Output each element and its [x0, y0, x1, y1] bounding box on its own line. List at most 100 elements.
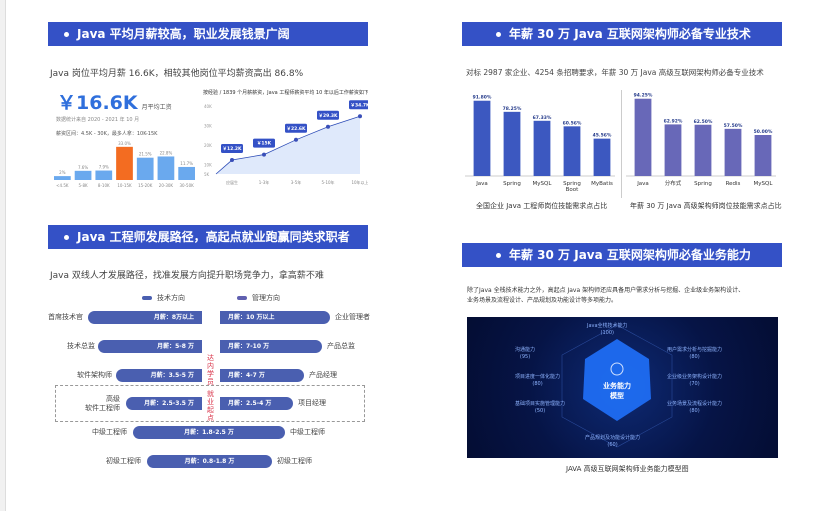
- bar-label: 22.8%: [160, 150, 173, 155]
- role-left: 高级 软件工程师: [85, 395, 120, 412]
- trainee-label: 达内学员: [207, 354, 214, 386]
- section-header-tech: 年薪 30 万 Java 互联网架构师必备专业技术: [462, 22, 782, 46]
- x-tick-label: 30-50K: [180, 183, 195, 188]
- x-tick-label: Spring: [694, 181, 712, 187]
- salary-bar-shared: 月薪：0.8-1.8 万: [147, 455, 272, 468]
- section-header-career: Java 工程师发展路径，高起点就业跑赢同类求职者: [48, 225, 368, 249]
- x-tick-label: 10年以上: [351, 179, 368, 185]
- bar: [136, 157, 154, 180]
- bar: [503, 111, 521, 176]
- y-tick-label: 40K: [204, 104, 212, 109]
- role-left: 中级工程师: [92, 428, 127, 436]
- skill-score: (100): [600, 330, 614, 336]
- legend-tech-label: 技术方向: [157, 294, 185, 302]
- page-edge: [0, 0, 6, 511]
- bar: [634, 98, 652, 176]
- data-label: ￥12.2K: [222, 146, 242, 152]
- skill-name: 沟通能力: [515, 347, 536, 353]
- section-subtitle: Java 双线人才发展路径，找准发展方向提升职场竞争力，拿高薪不难: [50, 271, 324, 281]
- y-tick-label: 30K: [204, 123, 212, 128]
- section-header-salary: Java 平均月薪较高，职业发展钱景广阔: [48, 22, 368, 46]
- data-point: [294, 137, 298, 142]
- bar: [664, 124, 682, 176]
- x-tick-label: MyBatis: [591, 181, 613, 187]
- role-right: 企业管理者: [335, 313, 370, 321]
- data-label-bg: [285, 123, 307, 133]
- series-line: [215, 115, 361, 175]
- data-label: ￥29.3K: [318, 113, 338, 119]
- bar: [724, 128, 742, 176]
- bar-label: 7.6%: [78, 165, 88, 170]
- x-tick-label: <4.5K: [56, 183, 69, 188]
- x-tick-label: Java: [475, 181, 488, 187]
- skill-score: (70): [689, 381, 700, 387]
- x-tick-label: Boot: [566, 187, 580, 193]
- bar-label: 11.7%: [180, 161, 193, 166]
- x-tick-label: 分布式: [665, 179, 682, 187]
- bar-label: 2%: [59, 170, 66, 175]
- x-tick-label: MySQL: [533, 181, 553, 187]
- role-left: 技术总监: [67, 342, 95, 350]
- bar-label: 50.00%: [754, 129, 773, 135]
- model-center-label: 业务能力 模型: [603, 382, 631, 400]
- x-tick-label: 5-10年: [321, 179, 334, 185]
- x-tick-label: 3-5年: [291, 179, 302, 185]
- data-label-bg: [349, 100, 368, 110]
- salary-bar-tech: 月薪：8万以上: [88, 311, 202, 324]
- skill-score: (80): [689, 354, 700, 360]
- salary-bar-tech: 月薪：2.5-3.5 万: [126, 397, 202, 410]
- bar: [473, 100, 491, 176]
- y-tick-label: 10K: [204, 162, 212, 167]
- data-label: ￥34.7K: [350, 102, 368, 108]
- area-fill: [216, 116, 360, 174]
- bar: [533, 120, 551, 176]
- data-note: 数据统计来自 2020 - 2021 年 10 月: [56, 117, 140, 123]
- skill-score: (95): [519, 354, 531, 360]
- hexagon-graphic: [561, 324, 673, 448]
- intro-line-1: 除了Java 全栈技术能力之外，高起点 Java 架构师还应具备用户需求分析与挖…: [467, 287, 745, 294]
- data-label-bg: [317, 110, 339, 120]
- bar: [74, 170, 92, 180]
- x-tick-label: 10-15K: [117, 183, 132, 188]
- data-point: [326, 124, 330, 129]
- bullet-icon: [496, 253, 501, 258]
- salary-bar-mgmt: 月薪：2.5-4 万: [220, 397, 293, 410]
- bar-label: 62.92%: [664, 118, 683, 124]
- y-tick-label: 5K: [204, 172, 210, 177]
- caption-left: 全国企业 Java 工程师岗位技能需求点占比: [476, 202, 608, 210]
- legend-mgmt-swatch: [237, 296, 247, 300]
- bar-label: 57.50%: [724, 123, 743, 129]
- data-label: ￥22.6K: [286, 126, 306, 132]
- bar-label: 62.50%: [694, 119, 713, 125]
- bar-label: 21.5%: [139, 152, 152, 157]
- section-header-business: 年薪 30 万 Java 互联网架构师必备业务能力: [462, 243, 782, 267]
- x-tick-label: MySQL: [754, 181, 774, 187]
- header-text: Java 工程师发展路径，高起点就业跑赢同类求职者: [77, 230, 350, 244]
- salary-bar-shared: 月薪：1.8-2.5 万: [133, 426, 285, 439]
- bar: [54, 176, 71, 180]
- role-right: 项目经理: [298, 399, 326, 407]
- legend-tech-swatch: [142, 296, 152, 300]
- header-text: Java 平均月薪较高，职业发展钱景广阔: [77, 27, 290, 41]
- skills-chart-senior: 94.25% Java 62.92% 分布式 62.50% Spring 57.50% Red…: [626, 93, 776, 187]
- role-left: 首席技术官: [48, 313, 83, 321]
- skill-name: 业务场景及流程设计能力: [667, 401, 723, 407]
- x-tick-label: Spring: [563, 181, 581, 187]
- role-right: 产品经理: [309, 371, 337, 379]
- skill-name: 项目进度一体化能力: [515, 374, 561, 380]
- x-tick-label: 15-20K: [138, 183, 153, 188]
- header-text: 年薪 30 万 Java 互联网架构师必备业务能力: [509, 248, 751, 262]
- x-tick-label: 应届生: [226, 179, 238, 185]
- bullet-icon: [496, 32, 501, 37]
- legend-mgmt-label: 管理方向: [252, 294, 280, 302]
- skill-score: (80): [532, 381, 543, 387]
- bar-label: 67.33%: [533, 115, 552, 121]
- skill-score: (50): [534, 408, 546, 414]
- x-tick-label: 20-30K: [159, 183, 174, 188]
- bar: [116, 146, 133, 180]
- role-right: 中级工程师: [290, 428, 325, 436]
- data-point: [230, 158, 234, 163]
- entry-point-label: 就业起点: [207, 390, 214, 422]
- bar-label: 33.0%: [118, 141, 131, 146]
- bar: [694, 124, 712, 176]
